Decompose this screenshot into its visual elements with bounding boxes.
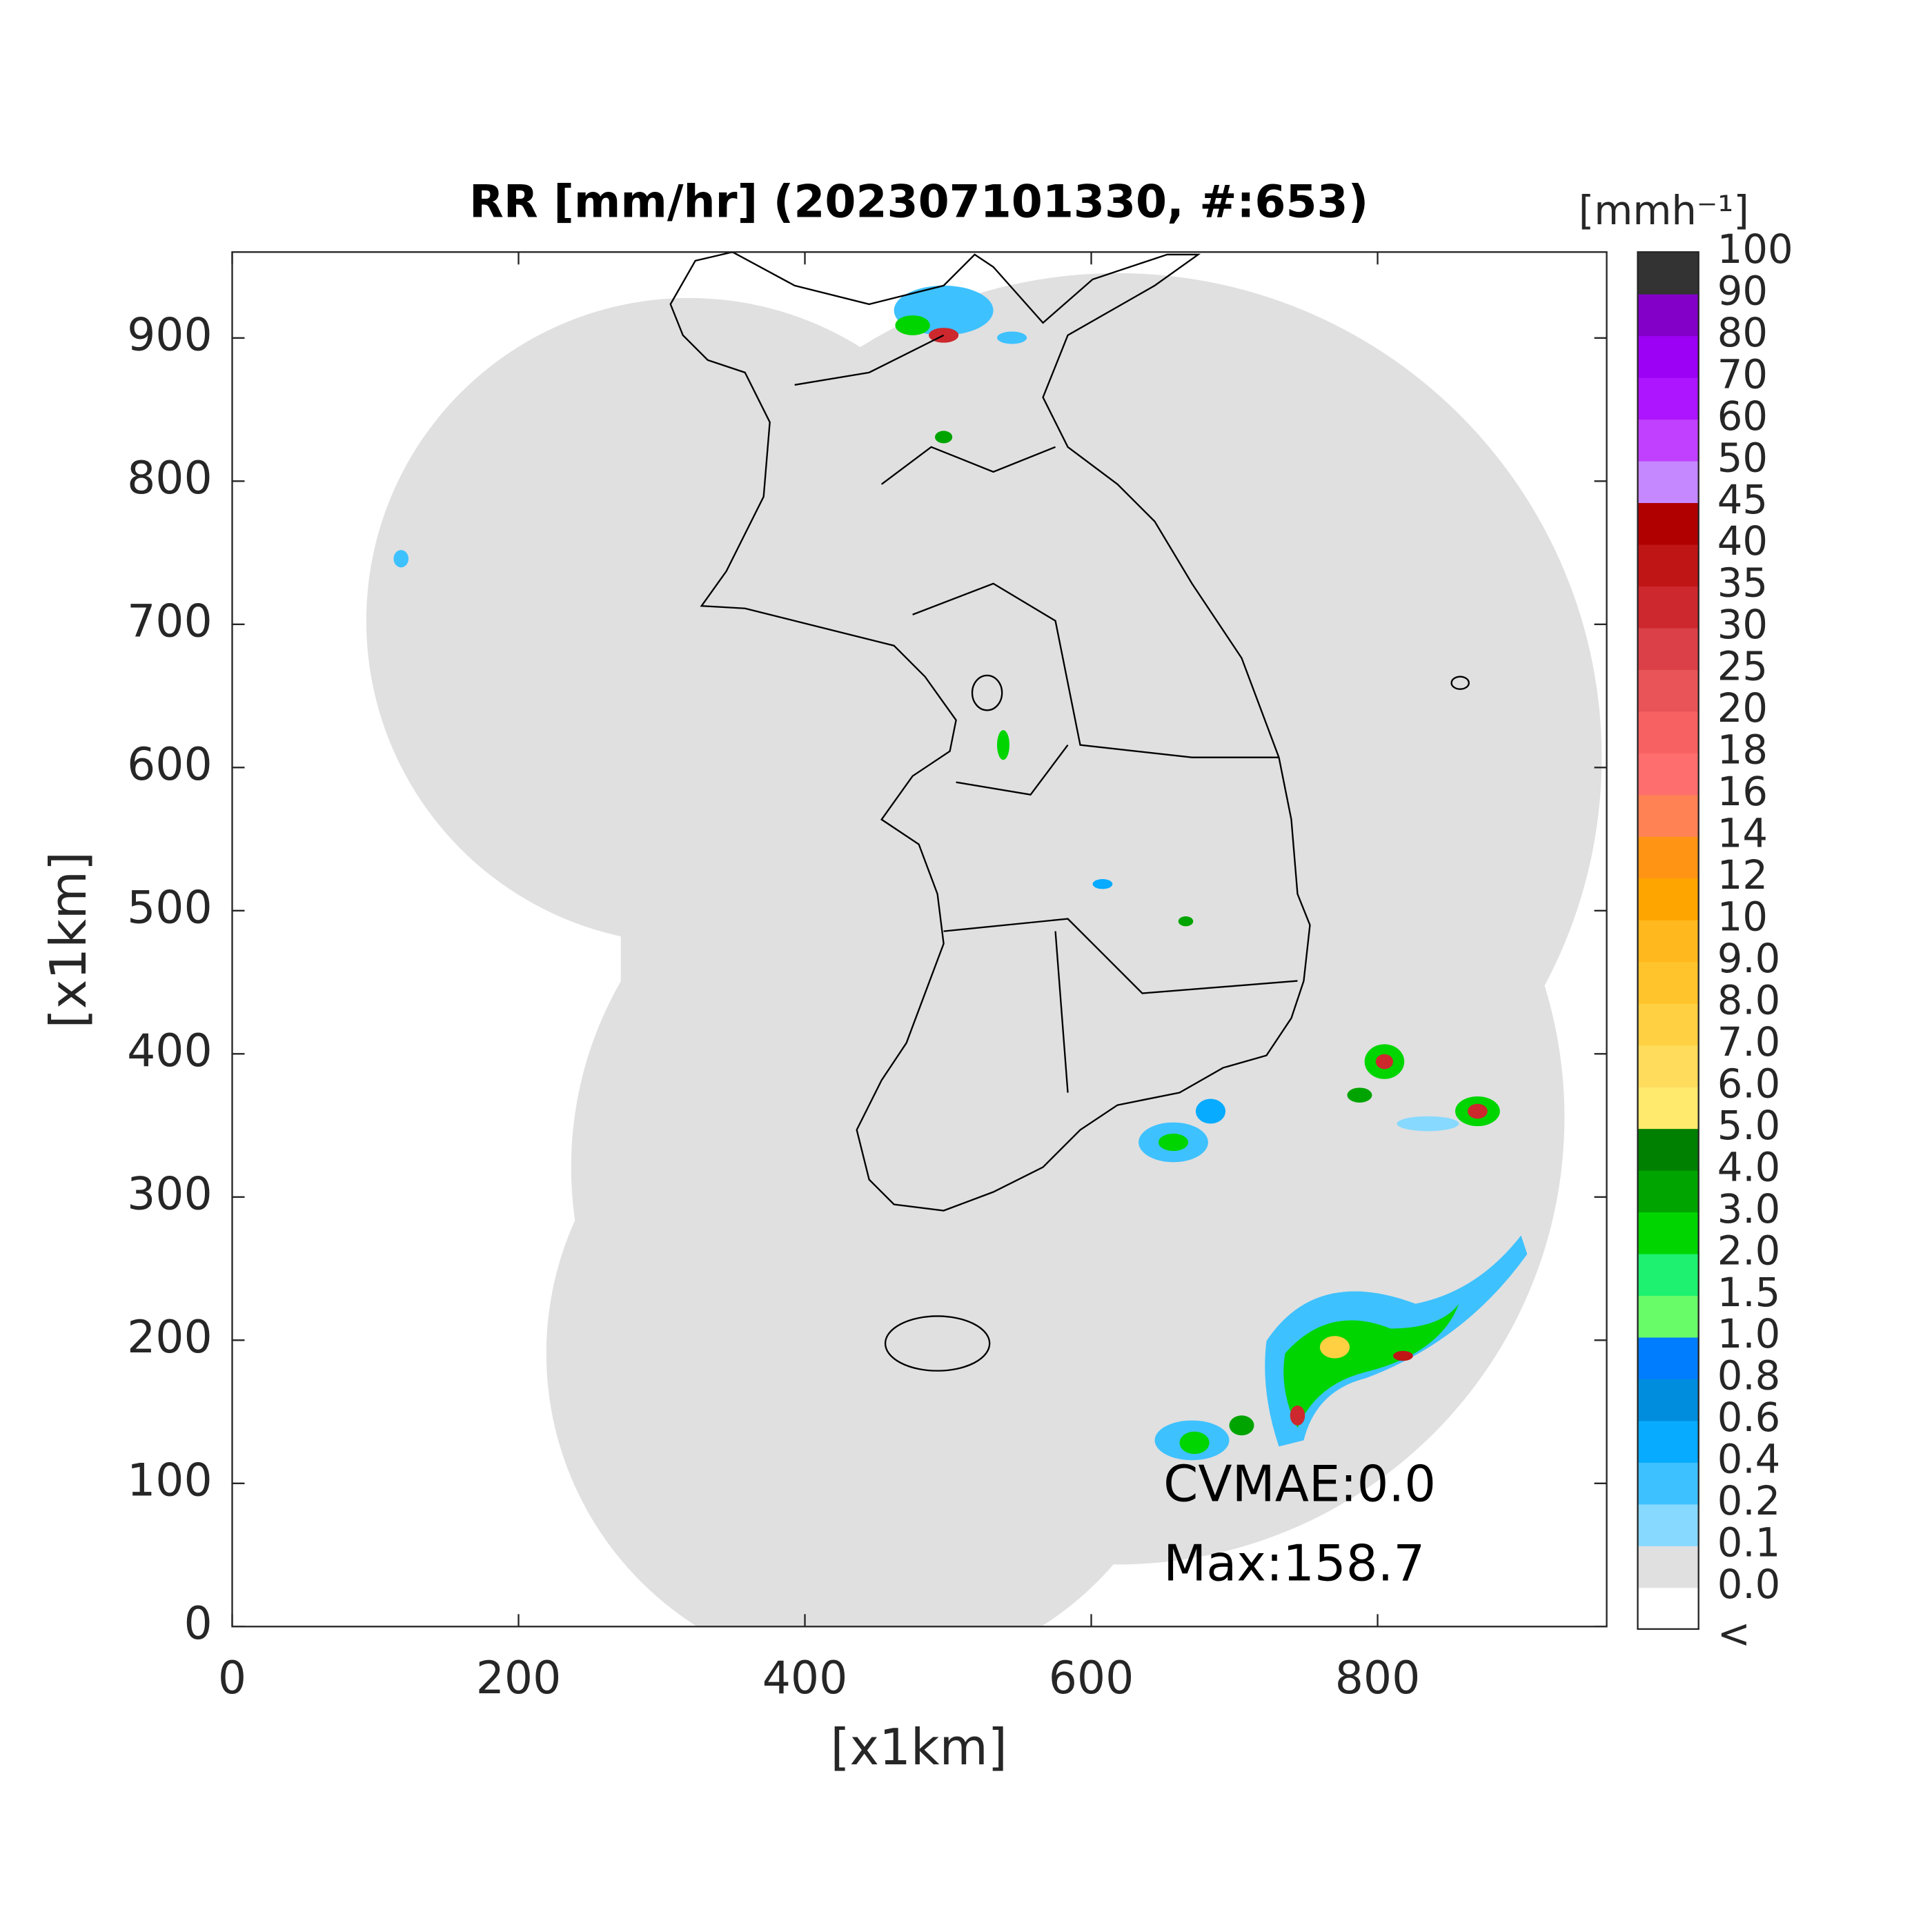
- y-tick-label: 600: [127, 739, 213, 791]
- colorbar-band: [1637, 1295, 1699, 1338]
- colorbar-level-label: 8.0: [1717, 977, 1781, 1023]
- colorbar-band: [1637, 919, 1699, 963]
- y-tick-label: 500: [127, 882, 213, 934]
- colorbar-band: [1637, 627, 1699, 670]
- colorbar-frame: [1637, 251, 1699, 1630]
- colorbar-level-label: 4.0: [1717, 1144, 1781, 1190]
- colorbar-band: [1637, 669, 1699, 712]
- colorbar-level-label: 7.0: [1717, 1019, 1781, 1065]
- colorbar-level-label: 45: [1717, 477, 1768, 523]
- colorbar-band: [1637, 1086, 1699, 1130]
- colorbar-band: [1637, 1337, 1699, 1379]
- y-tick-label: 700: [127, 595, 213, 647]
- y-axis-label: [x1km]: [39, 851, 97, 1028]
- colorbar-level-label: 0.8: [1717, 1353, 1781, 1399]
- colorbar-level-label: 9.0: [1717, 936, 1781, 982]
- colorbar-level-label: 0.2: [1717, 1478, 1781, 1524]
- colorbar-band: [1637, 711, 1699, 753]
- colorbar-band: [1637, 460, 1699, 504]
- colorbar-band: [1637, 1462, 1699, 1505]
- colorbar-band: [1637, 419, 1699, 462]
- colorbar-band: [1637, 252, 1699, 295]
- colorbar-level-label: 90: [1717, 268, 1768, 314]
- colorbar-level-label: 80: [1717, 310, 1768, 356]
- colorbar-level-label: 0.6: [1717, 1394, 1781, 1441]
- y-tick-label: 100: [127, 1455, 213, 1506]
- y-tick-label: 400: [127, 1025, 213, 1077]
- colorbar-band: [1637, 1379, 1699, 1421]
- colorbar-level-label: 5.0: [1717, 1103, 1781, 1149]
- colorbar-band: [1637, 1170, 1699, 1213]
- colorbar-level-label: 60: [1717, 393, 1768, 440]
- rain-cells: [393, 285, 1528, 1461]
- colorbar-band: [1637, 1045, 1699, 1087]
- colorbar-band: [1637, 961, 1699, 1004]
- colorbar-level-label: <: [1717, 1610, 1751, 1657]
- x-tick-label: 800: [1335, 1653, 1421, 1704]
- colorbar-band: [1637, 752, 1699, 796]
- colorbar-level-label: 30: [1717, 602, 1768, 648]
- colorbar-level-label: 1.0: [1717, 1311, 1781, 1357]
- colorbar-level-label: 3.0: [1717, 1186, 1781, 1232]
- colorbar-band: [1637, 1212, 1699, 1254]
- colorbar-level-label: 25: [1717, 644, 1768, 690]
- radar-coverage: [366, 273, 1602, 1627]
- colorbar-band: [1637, 1545, 1699, 1588]
- colorbar-level-label: 0.0: [1717, 1561, 1781, 1608]
- colorbar-level-label: 70: [1717, 351, 1768, 397]
- x-tick-label: 400: [762, 1653, 848, 1704]
- colorbar-band: [1637, 878, 1699, 920]
- colorbar-band: [1637, 293, 1699, 337]
- x-tick-label: 200: [476, 1653, 562, 1704]
- colorbar-band: [1637, 1253, 1699, 1297]
- colorbar-level-label: 0.1: [1717, 1520, 1781, 1566]
- x-tick-label: 0: [218, 1653, 246, 1704]
- colorbar-level-label: 18: [1717, 727, 1768, 773]
- colorbar-band: [1637, 586, 1699, 629]
- colorbar-band: [1637, 836, 1699, 879]
- colorbar-level-label: 10: [1717, 894, 1768, 940]
- y-tick-label: 900: [127, 309, 213, 361]
- colorbar-level-label: 2.0: [1717, 1228, 1781, 1274]
- y-tick-label: 300: [127, 1168, 213, 1220]
- colorbar-band: [1637, 1587, 1699, 1630]
- annotation: Max:158.7: [1163, 1534, 1425, 1592]
- colorbar-band: [1637, 1504, 1699, 1546]
- colorbar-band: [1637, 794, 1699, 837]
- colorbar-level-label: 20: [1717, 685, 1768, 731]
- annotation: CVMAE:0.0: [1163, 1455, 1436, 1512]
- colorbar-level-label: 50: [1717, 435, 1768, 481]
- colorbar-band: [1637, 544, 1699, 586]
- colorbar-band: [1637, 1128, 1699, 1171]
- map-title: RR [mm/hr] (202307101330, #:653): [469, 176, 1368, 228]
- colorbar-level-label: 0.4: [1717, 1437, 1781, 1483]
- colorbar-band: [1637, 1003, 1699, 1046]
- colorbar-level-label: 1.5: [1717, 1270, 1781, 1316]
- colorbar-label: [mmh⁻¹]: [1579, 188, 1749, 234]
- colorbar-level-label: 40: [1717, 518, 1768, 564]
- y-tick-label: 0: [184, 1598, 212, 1650]
- x-tick-label: 600: [1049, 1653, 1134, 1704]
- colorbar-band: [1637, 377, 1699, 420]
- colorbar-level-label: 12: [1717, 852, 1768, 898]
- coastline: [669, 252, 1470, 1372]
- y-tick-label: 800: [127, 453, 213, 504]
- y-tick-label: 200: [127, 1312, 213, 1363]
- axes-box: [231, 251, 1608, 1628]
- colorbar-level-label: 6.0: [1717, 1061, 1781, 1107]
- colorbar-level-label: 14: [1717, 811, 1768, 857]
- x-axis-label: [x1km]: [830, 1718, 1007, 1776]
- colorbar-level-label: 35: [1717, 560, 1768, 607]
- colorbar-band: [1637, 335, 1699, 378]
- colorbar-level-label: 16: [1717, 769, 1768, 815]
- colorbar-band: [1637, 502, 1699, 545]
- colorbar-band: [1637, 1420, 1699, 1463]
- colorbar-level-label: 100: [1717, 226, 1793, 273]
